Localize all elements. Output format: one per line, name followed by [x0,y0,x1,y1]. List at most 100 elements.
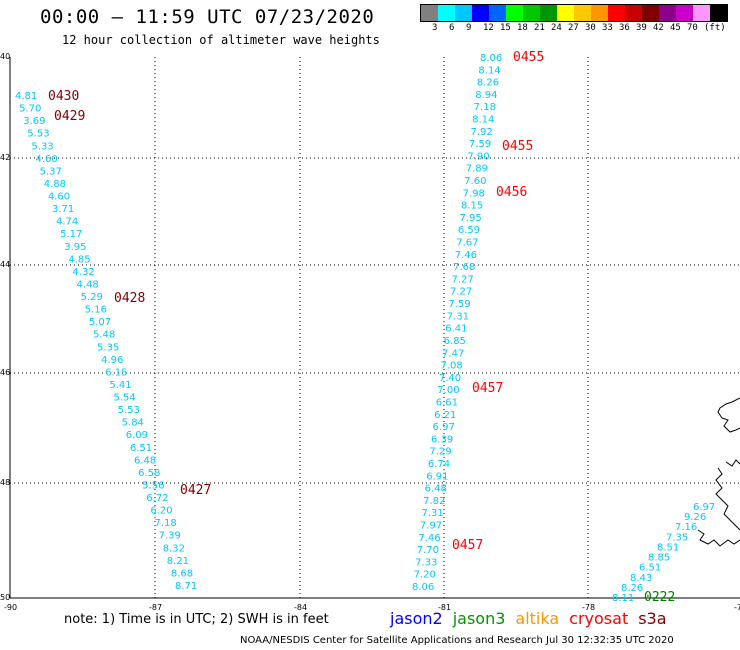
scale-tick-label: 36 [619,23,630,33]
west-track-value: 7.18 [154,518,176,529]
west-track-value: 5.35 [97,342,119,353]
west-track-value: 5.16 [85,305,107,316]
middle-track-value: 6.48 [425,484,447,495]
footer-credit: NOAA/NESDIS Center for Satellite Applica… [240,635,674,646]
middle-track-value: 7.46 [455,250,477,261]
west-track-value: 5.56 [142,480,164,491]
pass-time-label: 0428 [114,291,145,306]
lat-label: 46 [0,368,11,377]
pass-time-label: 0457 [472,381,503,396]
scale-tick-label: 6 [449,23,455,33]
scale-tick-label: 9 [466,23,472,33]
west-track-value: 8.71 [175,581,197,592]
middle-track-value: 7.27 [450,287,472,298]
middle-track-value: 7.31 [421,508,443,519]
lat-label: 50 [0,593,11,602]
scale-tick-label: 42 [653,23,664,33]
map-grid [10,57,740,598]
east-track-value: 8.26 [621,583,643,594]
east-track-value: 9.26 [684,512,706,523]
middle-track-value: 8.14 [472,115,494,126]
scale-tick-label: 33 [602,23,613,33]
west-track-value: 4.32 [72,267,94,278]
scale-swatch [591,5,608,21]
middle-track-value: 7.97 [420,520,442,531]
middle-track-value: 7.59 [469,139,491,150]
satellite-s3a: s3a [638,609,667,628]
scale-swatch [489,5,506,21]
west-track-value: 5.33 [31,141,53,152]
scale-swatch [506,5,523,21]
middle-track-value: 7.70 [417,545,439,556]
middle-track-value: 7.89 [466,164,488,175]
scale-swatch [472,5,489,21]
east-track-value: 6.51 [639,563,661,574]
west-track-value: 6.72 [146,493,168,504]
middle-track-value: 6.85 [444,336,466,347]
lon-label: -87 [149,603,163,612]
east-track-value: 7.35 [666,532,688,543]
west-track-value: 3.71 [52,204,74,215]
coastline [697,397,740,547]
scale-swatch [574,5,591,21]
pass-time-label: 0456 [496,185,527,200]
scale-tick-label: 21 [534,23,545,33]
west-track-value: 8.32 [163,543,185,554]
middle-track-value: 8.06 [480,53,502,64]
west-track-value: 4.48 [77,279,99,290]
middle-track-value: 7.46 [418,533,440,544]
east-track-value: 8.11 [612,593,634,604]
west-track-value: 6.15 [105,367,127,378]
scale-swatch [421,5,438,21]
west-track-value: 4.60 [36,154,58,165]
pass-time-label: 0222 [644,590,675,605]
middle-track-value: 6.97 [433,422,455,433]
scale-tick-label: (ft) [704,23,726,33]
pass-time-label: 0455 [513,50,544,65]
middle-track-value: 7.60 [464,176,486,187]
middle-track-value: 6.39 [431,434,453,445]
scale-swatch [625,5,642,21]
map-frame [9,57,740,599]
west-track-value: 6.48 [134,455,156,466]
middle-track-value: 7.27 [452,274,474,285]
scale-tick-label: 27 [568,23,579,33]
west-track-value: 5.37 [40,166,62,177]
color-scale-bar [420,4,728,22]
scale-swatch [693,5,710,21]
pass-time-label: 0430 [48,89,79,104]
east-track-value: 7.16 [675,522,697,533]
lon-label: -84 [294,603,308,612]
west-track-value: 3.95 [64,242,86,253]
color-scale-ticks: 3 6 9 12 15 18 21 24 27 30 33 36 39 42 45 70 (ft) [420,22,740,36]
pass-time-label: 0427 [180,483,211,498]
page-subtitle: 12 hour collection of altimeter wave hei… [62,33,380,47]
footer-note: note: 1) Time is in UTC; 2) SWH is in fe… [64,612,329,627]
middle-track-value: 7.00 [437,385,459,396]
pass-time-label: 0457 [452,538,483,553]
lon-label: -90 [4,603,18,612]
lon-label: -81 [438,603,452,612]
scale-swatch [438,5,455,21]
lat-label: 42 [0,153,11,162]
scale-swatch [710,5,727,21]
scale-tick-label: 18 [517,23,528,33]
satellite-jason3: jason3 [452,609,506,628]
middle-track-value: 7.08 [440,361,462,372]
middle-track-value: 7.20 [414,570,436,581]
west-track-value: 4.81 [15,91,37,102]
middle-track-value: 7.95 [459,213,481,224]
satellite-jason2: jason2 [390,609,443,628]
scale-tick-label: 39 [636,23,647,33]
middle-track-value: 6.74 [428,459,450,470]
west-track-value: 5.41 [109,380,131,391]
west-track-value: 4.60 [48,192,70,203]
scale-tick-label: 12 [483,23,494,33]
middle-track-value: 8.14 [478,65,500,76]
pass-time-label: 0455 [502,139,533,154]
west-track-value: 8.68 [171,568,193,579]
middle-track-value: 8.94 [475,90,497,101]
west-track-value: 8.21 [167,556,189,567]
middle-track-value: 6.41 [445,324,467,335]
middle-track-value: 7.98 [463,188,485,199]
